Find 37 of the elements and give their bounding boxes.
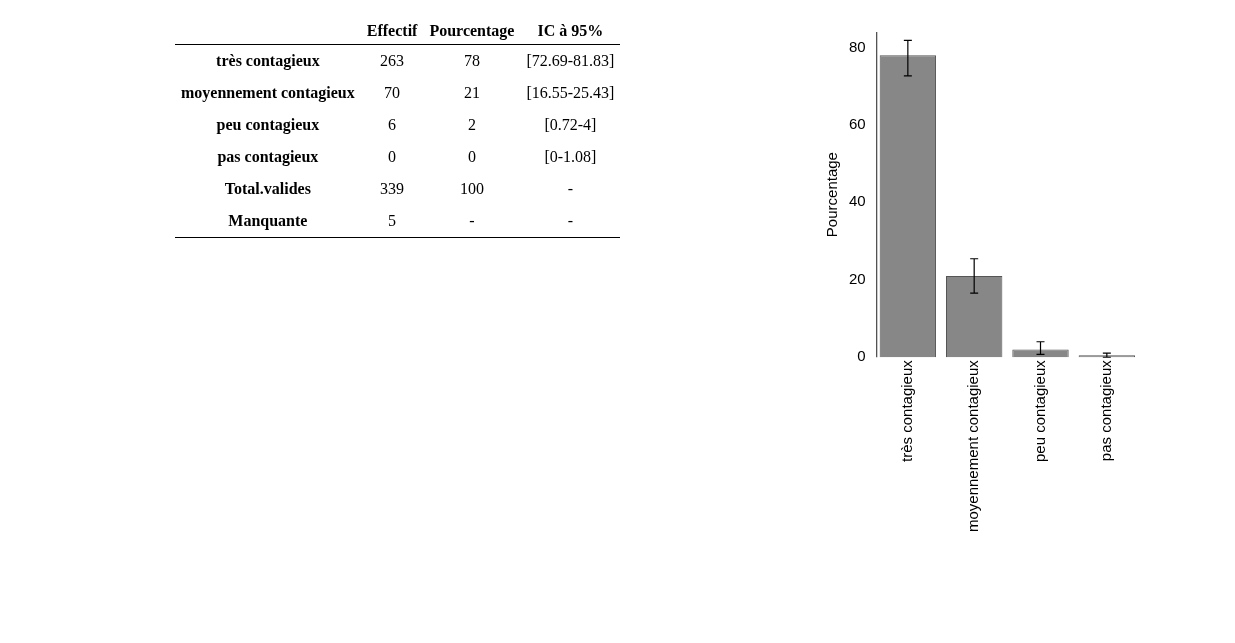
x-tick-label: très contagieux [897, 359, 915, 462]
text: - [566, 179, 575, 199]
text: très contagieux [215, 51, 321, 72]
text: [0.72-4] [543, 115, 598, 135]
y-tick-label: 80 [849, 37, 866, 55]
text: Effectif [360, 18, 424, 45]
y-tick-label: 20 [849, 269, 866, 287]
text: 2 [466, 115, 477, 135]
text: 70 [383, 83, 402, 103]
text: pas contagieux [216, 147, 320, 168]
text: IC à 95% [520, 18, 621, 45]
text: 339 [379, 179, 406, 199]
text: moyennement contagieux [180, 83, 356, 104]
text: Total.valides [223, 179, 312, 199]
text: 100 [458, 179, 485, 199]
text: [0-1.08] [543, 147, 598, 167]
text: 263 [379, 51, 406, 71]
y-axis-title: Pourcentage [823, 152, 841, 238]
text: - [520, 205, 621, 238]
x-tick-label: moyennement contagieux [964, 359, 982, 533]
text: [72.69-81.83] [525, 51, 616, 71]
text: 6 [387, 115, 398, 135]
text: - [423, 205, 521, 238]
text: 78 [462, 51, 481, 71]
text: 0 [387, 147, 398, 167]
y-tick-label: 0 [857, 347, 866, 365]
text: Pourcentage [423, 18, 521, 45]
text: 21 [462, 83, 481, 103]
text: 0 [466, 147, 477, 167]
y-tick-label: 40 [849, 192, 866, 210]
x-tick-label: pas contagieux [1096, 359, 1114, 462]
text: [16.55-25.43] [525, 83, 616, 103]
text: peu contagieux [215, 115, 321, 136]
y-tick-label: 60 [849, 115, 866, 133]
text: Manquante [175, 205, 361, 238]
x-tick-label: peu contagieux [1030, 359, 1048, 462]
text: 5 [360, 205, 424, 238]
